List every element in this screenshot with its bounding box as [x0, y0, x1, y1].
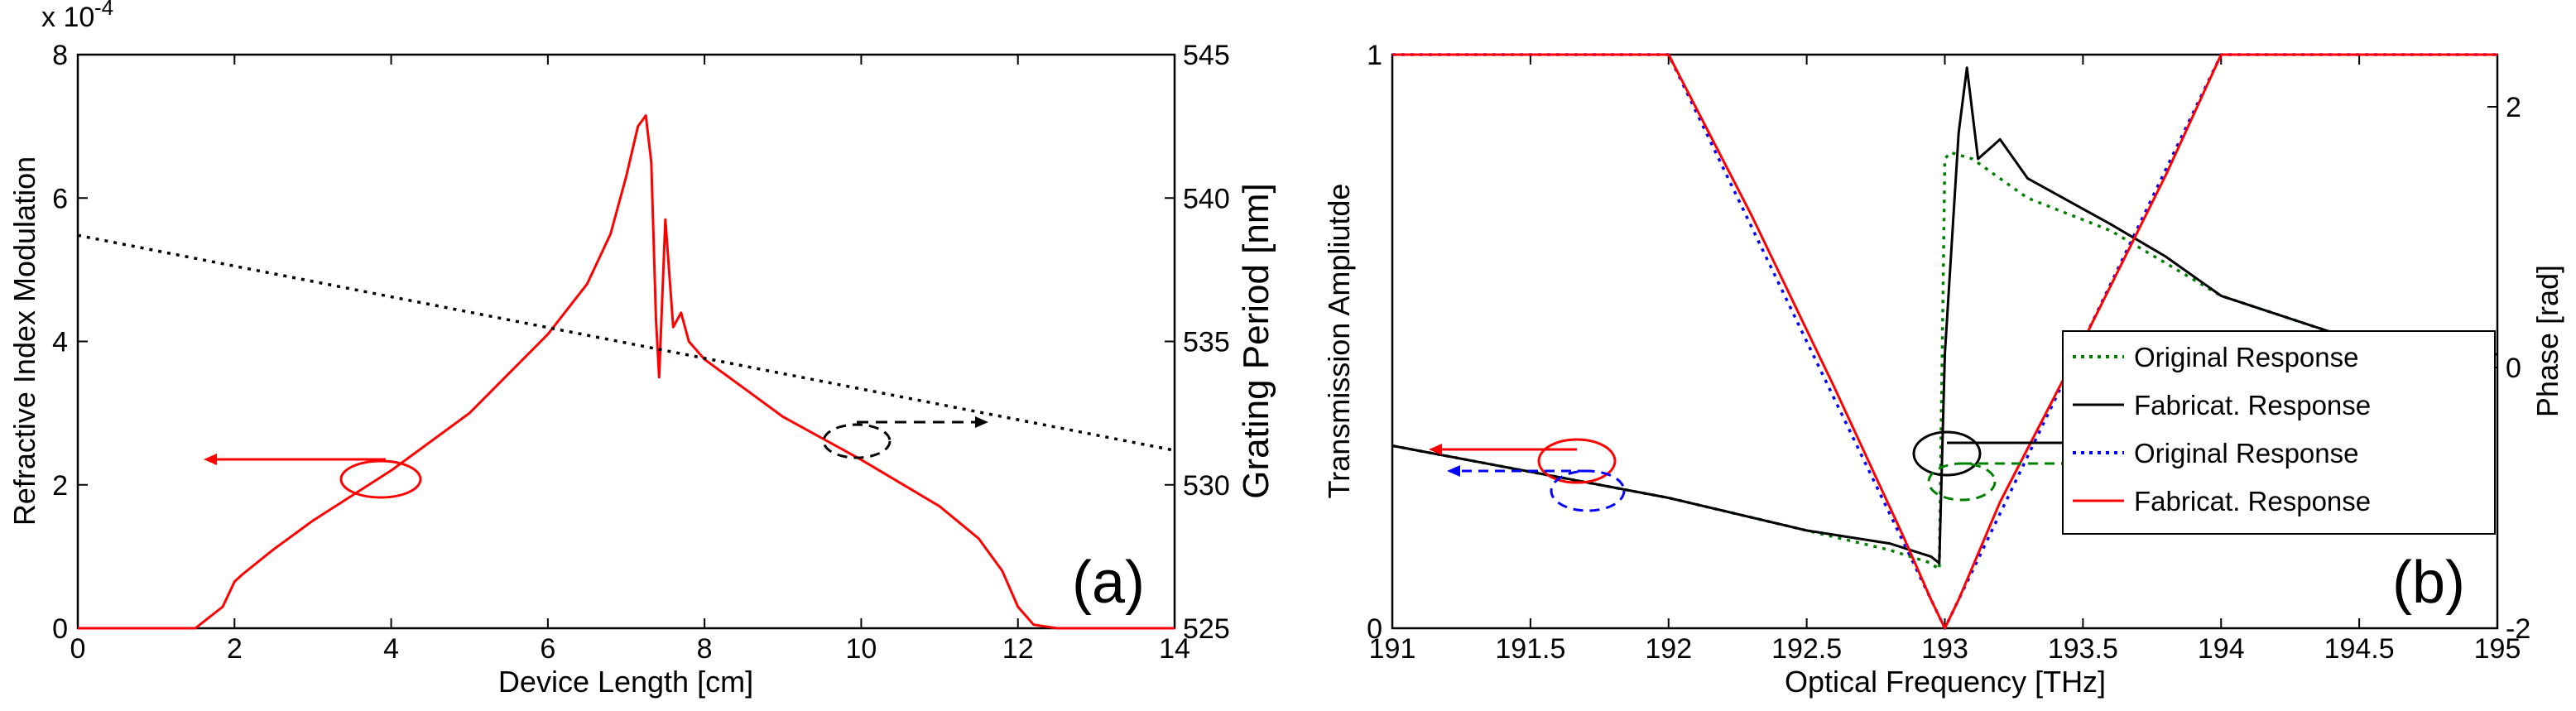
panel-b-black-circle-annotation: [1912, 430, 1982, 477]
y-tick-label: 1: [1367, 40, 1382, 71]
panel-a-y-multiplier: x 10: [41, 2, 94, 33]
panel-a-y-label: Refractive Index Modulation: [7, 156, 41, 526]
panel-a-y2-ticks: 525 530 535 540 545: [1165, 40, 1230, 645]
panel-b-y2-label: Phase [rad]: [2530, 265, 2564, 417]
panel-a-label: (a): [1072, 550, 1145, 616]
x-tick-label: 10: [846, 633, 877, 665]
panel-b-blue-arrow-head: [1447, 465, 1460, 477]
x-tick-label: 191: [1369, 633, 1416, 665]
panel-a-x-label: Device Length [cm]: [498, 665, 753, 699]
y-tick-label: 6: [52, 183, 68, 214]
y2-tick-label: 2: [2506, 92, 2521, 123]
y2-tick-label: 545: [1183, 40, 1230, 71]
panel-a-y2-label: Grating Period [nm]: [1236, 183, 1276, 499]
x-tick-label: 191.5: [1495, 633, 1565, 665]
legend-entry-original-amplitude: Original Response: [2134, 438, 2358, 468]
panel-b: 191 191.5 192 192.5 193 193.5 194 194.5 195 0 1 -…: [1322, 40, 2564, 699]
panel-a-series: [77, 114, 1175, 630]
y2-tick-label: -2: [2506, 613, 2530, 645]
panel-b-legend: Original Response Fabricat. Response Ori…: [2062, 330, 2496, 535]
x-tick-label: 194: [2198, 633, 2245, 665]
panel-b-label: (b): [2392, 550, 2465, 616]
panel-a-red-circle-annotation: [339, 459, 422, 499]
panel-b-series: [1391, 53, 2498, 630]
y2-tick-label: 0: [2506, 353, 2521, 384]
series-line-fabricat-response-right: [1391, 66, 2498, 564]
x-tick-label: 4: [383, 633, 399, 665]
y-tick-label: 0: [1367, 613, 1382, 645]
y-tick-label: 2: [52, 470, 68, 502]
series-line-grating-period-right: [77, 233, 1175, 452]
y2-tick-label: 540: [1183, 183, 1230, 214]
y2-tick-label: 535: [1183, 327, 1230, 358]
y-tick-label: 8: [52, 40, 68, 71]
x-tick-label: 2: [227, 633, 243, 665]
panel-b-y-label: Transmission Ampliutde: [1322, 184, 1356, 499]
panel-a: 0 2 4 6 8 10 12 14 0 2 4 6 8 525 530 535 540 545 x 10 -…: [7, 0, 1276, 699]
x-tick-label: 8: [697, 633, 713, 665]
x-tick-label: 192.5: [1771, 633, 1842, 665]
series-line-refractive-index-modulation-left: [78, 114, 1175, 630]
x-tick-label: 192: [1645, 633, 1692, 665]
panel-b-red-circle-annotation: [1537, 438, 1617, 484]
x-tick-label: 193.5: [2048, 633, 2118, 665]
legend-entry-original-phase: Original Response: [2134, 342, 2358, 372]
legend-entry-fabricated-phase: Fabricat. Response: [2134, 390, 2371, 420]
y2-tick-label: 525: [1183, 613, 1230, 645]
series-line-original-response-right: [1391, 151, 2498, 571]
panel-a-y-multiplier-exp: -4: [94, 0, 113, 20]
panel-b-red-arrow-head: [1429, 444, 1442, 455]
series-line-fabricat-response-left: [1392, 53, 2497, 630]
x-tick-label: 0: [70, 633, 86, 665]
x-tick-label: 12: [1002, 633, 1034, 665]
x-tick-label: 194.5: [2324, 633, 2395, 665]
y2-tick-label: 530: [1183, 470, 1230, 502]
panel-a-black-circle-annotation: [822, 423, 892, 459]
panel-b-x-ticks: 191 191.5 192 192.5 193 193.5 194 194.5 195: [1369, 55, 2521, 665]
x-tick-label: 193: [1921, 633, 1968, 665]
panel-b-legend-box: [2062, 330, 2496, 535]
legend-entry-fabricated-amplitude: Fabricat. Response: [2134, 486, 2371, 516]
panel-a-red-arrow-head: [204, 454, 217, 465]
y-tick-label: 4: [52, 327, 68, 358]
x-tick-label: 6: [540, 633, 555, 665]
x-tick-label: 14: [1159, 633, 1190, 665]
panel-a-x-ticks: 0 2 4 6 8 10 12 14: [70, 55, 1190, 665]
y-tick-label: 0: [52, 613, 68, 645]
panel-a-black-arrow-head: [975, 416, 988, 428]
panel-b-x-label: Optical Frequency [THz]: [1785, 665, 2106, 699]
x-tick-label: 195: [2474, 633, 2521, 665]
